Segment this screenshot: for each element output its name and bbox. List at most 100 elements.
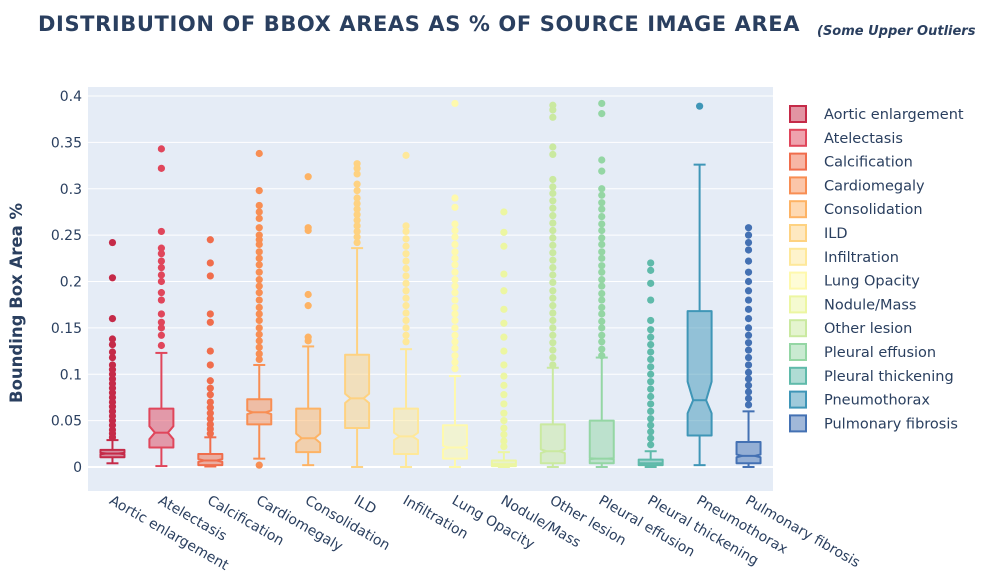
outlier-point[interactable] <box>157 289 165 297</box>
outlier-point[interactable] <box>549 302 557 310</box>
box-pulmonary-fibrosis[interactable] <box>735 224 762 468</box>
outlier-point[interactable] <box>206 361 214 369</box>
outlier-point[interactable] <box>500 424 508 432</box>
outlier-point[interactable] <box>304 226 312 235</box>
outlier-point[interactable] <box>647 407 655 415</box>
outlier-point[interactable] <box>206 377 214 385</box>
outlier-point[interactable] <box>744 331 753 339</box>
outlier-point[interactable] <box>744 296 753 304</box>
outlier-point[interactable] <box>402 235 410 243</box>
outlier-point[interactable] <box>598 276 606 284</box>
outlier-point[interactable] <box>353 227 361 236</box>
outlier-point[interactable] <box>353 194 361 202</box>
outlier-point[interactable] <box>598 296 606 304</box>
outlier-point[interactable] <box>402 264 410 273</box>
outlier-point[interactable] <box>500 430 508 439</box>
outlier-point[interactable] <box>500 270 508 278</box>
outlier-point[interactable] <box>549 234 557 242</box>
outlier-point[interactable] <box>500 361 508 369</box>
outlier-point[interactable] <box>206 398 214 406</box>
outlier-point[interactable] <box>598 212 606 221</box>
outlier-point[interactable] <box>598 310 606 318</box>
outlier-point[interactable] <box>549 271 557 279</box>
outlier-point[interactable] <box>549 316 557 325</box>
box-body[interactable] <box>686 310 713 437</box>
box-calcification[interactable] <box>197 236 224 468</box>
outlier-point[interactable] <box>598 110 606 118</box>
outlier-point[interactable] <box>255 187 263 195</box>
outlier-point[interactable] <box>647 333 655 341</box>
legend-item[interactable]: Infiltration <box>789 247 899 266</box>
outlier-point[interactable] <box>549 331 557 339</box>
outlier-point[interactable] <box>255 355 263 364</box>
outlier-point[interactable] <box>402 287 410 295</box>
outlier-point[interactable] <box>451 358 459 366</box>
box-body[interactable] <box>393 407 420 456</box>
outlier-point[interactable] <box>598 99 606 108</box>
outlier-point[interactable] <box>255 289 263 297</box>
outlier-point[interactable] <box>304 290 312 299</box>
box-nodule-mass[interactable] <box>490 208 517 468</box>
outlier-point[interactable] <box>647 400 655 408</box>
outlier-point[interactable] <box>500 333 508 341</box>
outlier-point[interactable] <box>647 326 655 334</box>
outlier-point[interactable] <box>549 143 557 151</box>
box-other-lesion[interactable] <box>539 101 566 468</box>
outlier-point[interactable] <box>402 338 410 346</box>
outlier-point[interactable] <box>353 205 361 213</box>
outlier-point[interactable] <box>255 268 263 276</box>
outlier-point[interactable] <box>647 340 655 349</box>
outlier-point[interactable] <box>157 324 165 332</box>
outlier-point[interactable] <box>108 353 117 362</box>
outlier-point[interactable] <box>255 149 263 158</box>
outlier-point[interactable] <box>451 344 459 352</box>
outlier-point[interactable] <box>353 199 361 208</box>
outlier-point[interactable] <box>255 201 263 210</box>
outlier-point[interactable] <box>647 415 655 423</box>
outlier-point[interactable] <box>744 368 753 376</box>
outlier-point[interactable] <box>744 339 753 347</box>
outlier-point[interactable] <box>598 303 606 312</box>
legend-item[interactable]: Pulmonary fibrosis <box>789 414 958 433</box>
outlier-point[interactable] <box>549 294 557 302</box>
outlier-point[interactable] <box>255 303 263 312</box>
outlier-point[interactable] <box>647 434 655 442</box>
outlier-point[interactable] <box>549 150 557 159</box>
outlier-point[interactable] <box>157 310 165 318</box>
outlier-point[interactable] <box>451 220 459 228</box>
outlier-point[interactable] <box>451 331 459 339</box>
legend-item[interactable]: Pneumothorax <box>789 390 930 409</box>
outlier-point[interactable] <box>255 240 263 248</box>
outlier-point[interactable] <box>549 278 557 287</box>
outlier-point[interactable] <box>402 309 410 317</box>
outlier-point[interactable] <box>500 391 508 399</box>
outlier-point[interactable] <box>402 294 410 302</box>
outlier-point[interactable] <box>451 303 459 312</box>
outlier-point[interactable] <box>549 197 557 205</box>
outlier-point[interactable] <box>500 208 508 216</box>
outlier-point[interactable] <box>206 272 214 280</box>
outlier-point[interactable] <box>353 180 361 188</box>
outlier-point[interactable] <box>353 233 361 241</box>
box-ild[interactable] <box>344 160 371 468</box>
outlier-point[interactable] <box>598 205 606 213</box>
outlier-point[interactable] <box>500 381 508 389</box>
outlier-point[interactable] <box>549 106 557 114</box>
outlier-point[interactable] <box>206 430 214 438</box>
outlier-point[interactable] <box>744 401 753 409</box>
outlier-point[interactable] <box>647 355 655 364</box>
outlier-point[interactable] <box>500 305 508 313</box>
outlier-point[interactable] <box>451 226 459 235</box>
outlier-point[interactable] <box>157 250 165 258</box>
outlier-point[interactable] <box>598 240 606 248</box>
outlier-point[interactable] <box>304 302 312 310</box>
outlier-point[interactable] <box>402 279 410 287</box>
outlier-point[interactable] <box>744 315 753 323</box>
outlier-point[interactable] <box>108 238 117 247</box>
outlier-point[interactable] <box>549 353 557 362</box>
legend-item[interactable]: Aortic enlargement <box>789 105 964 123</box>
outlier-point[interactable] <box>402 222 410 230</box>
outlier-point[interactable] <box>255 310 263 318</box>
outlier-point[interactable] <box>451 310 459 318</box>
outlier-point[interactable] <box>108 315 117 323</box>
